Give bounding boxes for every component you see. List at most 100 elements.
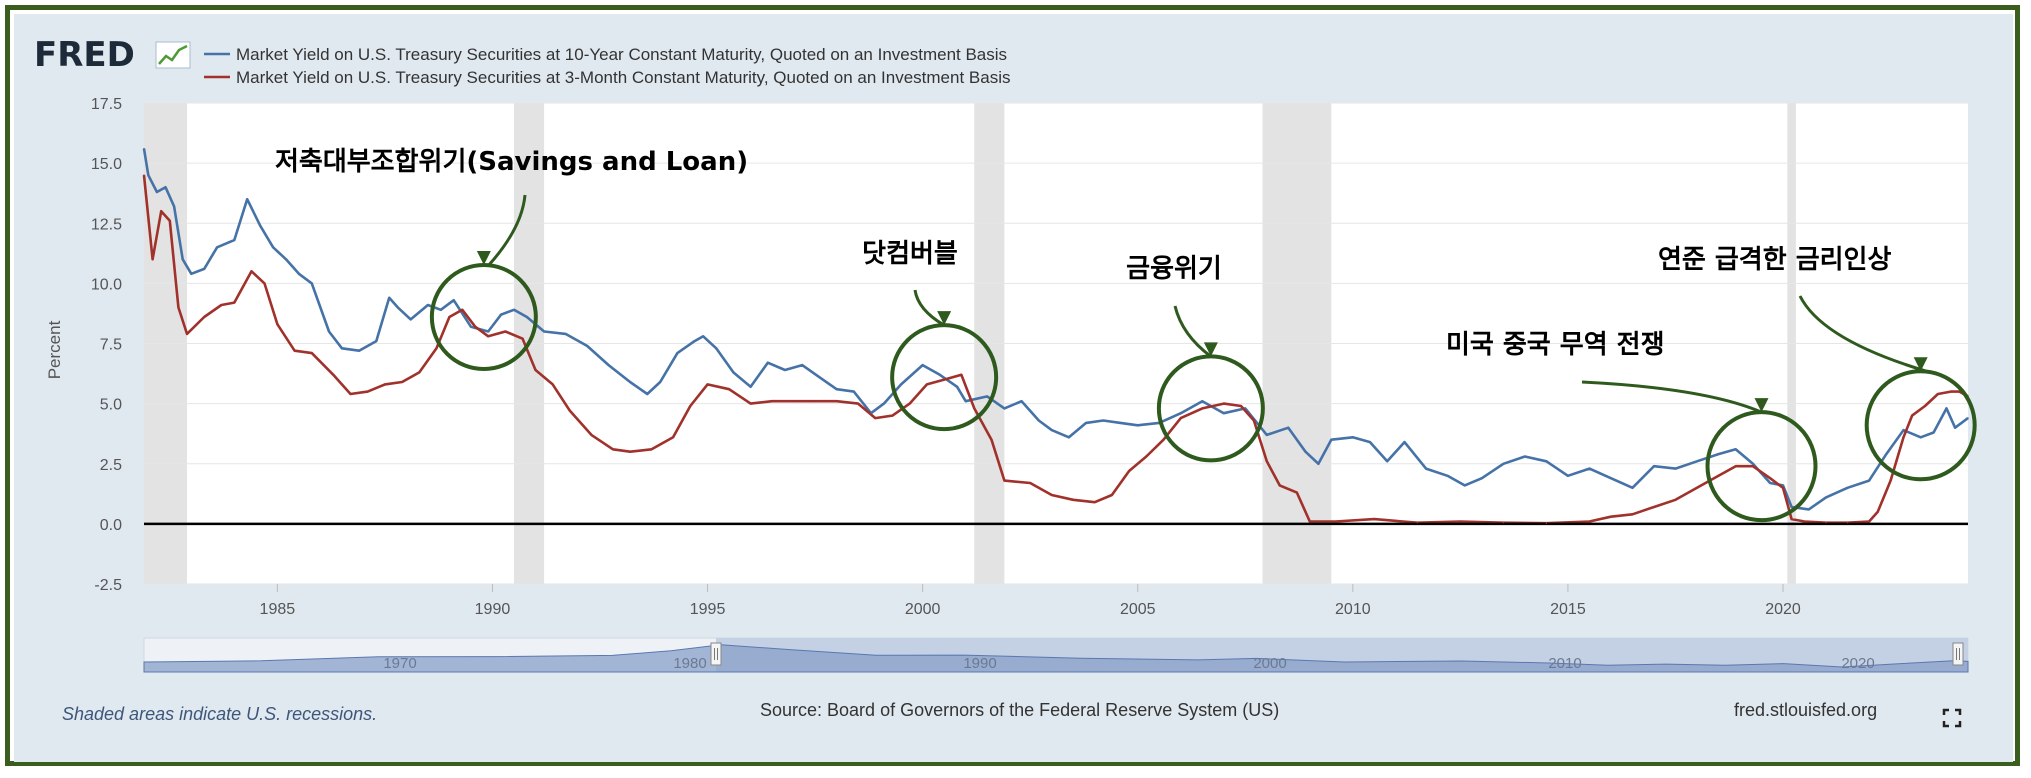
- data-point-3m: [1050, 494, 1053, 496]
- data-point-10y: [564, 333, 567, 335]
- data-point-10y: [156, 191, 158, 193]
- data-point-10y: [1631, 487, 1634, 489]
- data-point-10y: [233, 239, 236, 241]
- data-point-3m: [504, 330, 507, 333]
- y-tick-label: 2.5: [100, 457, 122, 474]
- data-point-10y: [1425, 467, 1427, 470]
- data-point-10y: [1846, 487, 1849, 489]
- data-point-3m: [169, 220, 171, 222]
- annotation-arrowhead: [1913, 357, 1928, 372]
- navigator-right-handle[interactable]: [1952, 642, 1964, 666]
- data-point-10y: [1808, 508, 1810, 511]
- data-point-10y: [526, 316, 528, 318]
- data-point-3m: [1334, 520, 1337, 523]
- data-point-3m: [771, 400, 773, 403]
- legend-label-3m[interactable]: Market Yield on U.S. Treasury Securities…: [236, 68, 1011, 87]
- data-point-10y: [358, 349, 360, 352]
- data-point-10y: [1304, 450, 1307, 453]
- y-axis-title: Percent: [45, 320, 64, 379]
- data-point-10y: [1885, 453, 1888, 455]
- data-point-10y: [883, 402, 885, 405]
- series-10y-line: [142, 148, 1969, 511]
- data-point-10y: [715, 347, 717, 350]
- data-point-3m: [1674, 499, 1677, 501]
- site-link[interactable]: fred.stlouisfed.org: [1734, 700, 1878, 720]
- x-tick-label: 2005: [1120, 601, 1156, 618]
- data-point-3m: [1734, 465, 1737, 467]
- data-point-3m: [263, 282, 266, 285]
- data-point-3m: [1253, 419, 1255, 422]
- data-point-3m: [1924, 405, 1926, 407]
- data-point-10y: [1674, 467, 1677, 470]
- data-point-10y: [181, 258, 184, 261]
- data-point-10y: [1265, 434, 1268, 436]
- data-point-10y: [766, 361, 769, 364]
- data-point-10y: [818, 376, 821, 378]
- annotation-label: 저축대부조합위기(Savings and Loan): [275, 147, 748, 177]
- y-tick-label: 15.0: [91, 156, 122, 173]
- annotation-arrow: [913, 289, 945, 327]
- data-point-3m: [1653, 506, 1655, 508]
- data-point-3m: [1803, 520, 1806, 523]
- data-point-3m: [1696, 487, 1698, 489]
- x-tick-label: 2020: [1765, 601, 1801, 618]
- x-tick-label: 2000: [905, 601, 941, 618]
- data-point-3m: [814, 400, 816, 403]
- data-point-10y: [1222, 412, 1225, 415]
- expand-icon[interactable]: [1942, 708, 1962, 728]
- data-point-3m: [203, 316, 206, 318]
- data-point-3m: [220, 304, 223, 306]
- data-point-3m: [474, 325, 477, 328]
- recession-note: Shaded areas indicate U.S. recessions.: [62, 704, 378, 724]
- navigator-year-label: 2010: [1548, 655, 1581, 672]
- data-point-10y: [900, 383, 902, 386]
- legend-label-10y[interactable]: Market Yield on U.S. Treasury Securities…: [236, 45, 1007, 64]
- navigator-left-handle[interactable]: [710, 642, 722, 666]
- x-tick-label: 1990: [475, 601, 511, 618]
- data-point-3m: [1145, 455, 1148, 458]
- data-point-3m: [1902, 436, 1905, 439]
- data-point-10y: [693, 340, 696, 342]
- annotation-label: 미국 중국 무역 전쟁: [1446, 330, 1665, 360]
- data-point-3m: [461, 309, 464, 311]
- data-point-10y: [939, 373, 941, 376]
- data-point-3m: [521, 337, 524, 340]
- data-point-3m: [908, 402, 911, 405]
- x-tick-label: 2010: [1335, 601, 1371, 618]
- data-point-10y: [1825, 496, 1827, 499]
- data-point-10y: [1330, 438, 1333, 441]
- data-point-10y: [1696, 460, 1698, 463]
- data-point-10y: [784, 369, 786, 371]
- data-point-10y: [1386, 460, 1389, 463]
- source-text: Source: Board of Governors of the Federa…: [760, 700, 1280, 720]
- navigator-year-label: 2020: [1841, 655, 1874, 672]
- range-navigator[interactable]: 1970 1980 1990 2000 2010 2020: [143, 637, 1969, 673]
- data-point-3m: [1373, 518, 1376, 520]
- data-point-10y: [298, 272, 300, 275]
- data-point-10y: [1945, 407, 1948, 410]
- data-point-3m: [534, 369, 537, 371]
- data-point-3m: [1072, 499, 1075, 501]
- data-point-10y: [702, 335, 705, 338]
- data-points: [143, 147, 1969, 524]
- sparkline-chart-icon: [155, 41, 191, 69]
- data-point-10y: [1085, 422, 1087, 424]
- data-point-10y: [1403, 441, 1406, 443]
- data-point-10y: [409, 318, 412, 321]
- data-point-3m: [1179, 417, 1182, 419]
- data-point-3m: [1278, 484, 1281, 487]
- data-point-3m: [650, 448, 653, 451]
- data-point-10y: [388, 297, 391, 299]
- data-point-3m: [1868, 520, 1870, 523]
- navigator-history-area: [143, 644, 1969, 673]
- fred-logo[interactable]: FRED: [34, 35, 135, 75]
- data-point-10y: [203, 268, 206, 270]
- data-point-10y: [1244, 407, 1247, 410]
- data-point-3m: [1296, 491, 1298, 494]
- annotation-label: 연준 급격한 금리인상: [1658, 245, 1891, 275]
- data-point-10y: [586, 345, 588, 347]
- data-point-3m: [672, 436, 674, 439]
- data-point-10y: [921, 364, 924, 366]
- data-point-10y: [1020, 400, 1023, 403]
